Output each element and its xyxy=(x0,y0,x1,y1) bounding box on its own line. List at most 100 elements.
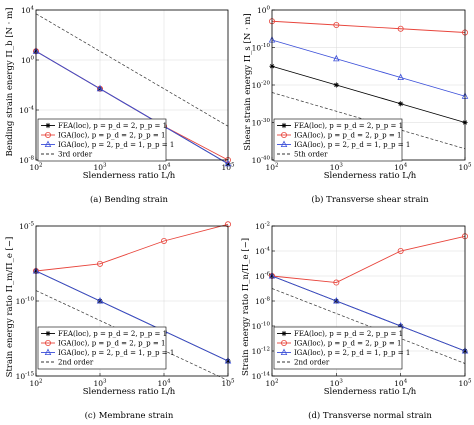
legend-marker xyxy=(44,348,52,356)
y-tick-label: 10-8 xyxy=(255,297,270,307)
y-tick-label: 10-14 xyxy=(252,372,271,382)
data-point-marker xyxy=(96,84,104,92)
x-tick-label: 104 xyxy=(394,163,408,173)
y-axis-label-normal: Strain energy ratio Π_n/Π_e [−] xyxy=(241,238,251,376)
y-tick-label: 10-10 xyxy=(16,297,35,307)
y-tick-label: 10-6 xyxy=(255,272,270,282)
series-line xyxy=(271,288,466,364)
y-axis-label-membrane: Strain energy ratio Π_m/Π_e [−] xyxy=(5,237,15,378)
y-tick-label: 10-30 xyxy=(252,118,271,128)
x-tick-label: 104 xyxy=(157,379,171,389)
y-tick-label: 10-8 xyxy=(19,156,34,166)
x-tick-label: 104 xyxy=(394,379,408,389)
data-point-marker xyxy=(333,21,340,28)
data-point-marker xyxy=(397,247,404,254)
caption-shear: (b) Transverse shear strain xyxy=(311,194,429,205)
x-axis-label-normal: Slenderness ratio L/h xyxy=(324,387,417,397)
data-point-marker xyxy=(333,279,340,286)
x-tick-label: 103 xyxy=(330,163,344,173)
series-line xyxy=(35,223,229,272)
legend: FEA(loc), p = p_d = 2, p_p = 1 IGA(loc), … xyxy=(37,118,174,162)
panel-membrane-strain: 102 103 104 105 10-15 10-10 10-5 FEA(loc), p = … xyxy=(5,221,235,421)
y-tick-label: 10-4 xyxy=(255,247,270,257)
x-tick-label: 102 xyxy=(29,163,42,173)
caption-normal: (d) Transverse normal strain xyxy=(308,410,432,421)
y-tick-label: 10-5 xyxy=(19,222,34,232)
x-axis-label-shear: Slenderness ratio L/h xyxy=(324,171,417,181)
marker-stroke xyxy=(281,123,287,128)
legend-marker xyxy=(280,339,287,346)
legend-marker xyxy=(45,122,51,129)
y-tick-label: 10-15 xyxy=(16,372,35,382)
x-tick-label: 104 xyxy=(157,163,171,173)
plot-area-shear: 102 103 104 105 10-40 10-30 10-20 10-10 100 FEA(l… xyxy=(252,6,472,173)
marker-stroke xyxy=(281,331,287,336)
legend-marker xyxy=(45,339,52,346)
legend-entry: FEA(loc), p = p_d = 2, p_p = 1 xyxy=(294,330,403,338)
series-line xyxy=(271,65,466,123)
legend-box xyxy=(273,326,403,370)
legend-entry: IGA(loc), p = p_d = 2, p_p = 1 xyxy=(294,340,401,348)
series-line xyxy=(271,235,466,284)
y-tick-label: 10-4 xyxy=(19,106,34,116)
legend: FEA(loc), p = p_d = 2, p_p = 1 IGA(loc), … xyxy=(37,326,174,370)
legend-entry: IGA(loc), p = 2, p_d = 1, p_p = 1 xyxy=(294,141,410,149)
legend-marker xyxy=(45,330,51,337)
data-point-marker xyxy=(224,159,232,167)
x-axis-label-bending: Slenderness ratio L/h xyxy=(83,171,176,181)
x-axis-label-membrane: Slenderness ratio L/h xyxy=(83,387,176,397)
legend-entry: IGA(loc), p = 2, p_d = 1, p_p = 1 xyxy=(58,349,174,357)
legend-entry: IGA(loc), p = p_d = 2, p_p = 1 xyxy=(58,132,165,140)
y-tick-label: 104 xyxy=(21,6,35,16)
legend: FEA(loc), p = p_d = 2, p_p = 1 IGA(loc), … xyxy=(273,326,410,370)
x-tick-label: 105 xyxy=(458,163,472,173)
legend-marker xyxy=(281,330,287,337)
legend-marker xyxy=(280,140,288,148)
x-tick-label: 105 xyxy=(458,379,472,389)
legend-entry: FEA(loc), p = p_d = 2, p_p = 1 xyxy=(58,122,167,130)
x-tick-label: 102 xyxy=(265,379,278,389)
data-point-marker xyxy=(398,101,404,107)
plot-frame xyxy=(271,225,466,377)
data-point-marker xyxy=(333,82,339,88)
y-tick-label: 10-10 xyxy=(252,322,271,332)
marker-stroke xyxy=(45,331,51,336)
caption-membrane: (c) Membrane strain xyxy=(85,410,174,421)
series-line xyxy=(271,275,466,352)
plot-area-normal: 102 103 104 105 10-14 10-12 10-10 10-8 10-6 10-4 1… xyxy=(252,222,472,389)
x-tick-label: 102 xyxy=(265,163,278,173)
legend-marker xyxy=(45,131,52,138)
x-tick-label: 102 xyxy=(29,379,42,389)
legend-marker xyxy=(44,140,52,148)
legend-box xyxy=(37,326,167,370)
x-tick-label: 105 xyxy=(221,379,235,389)
legend-box xyxy=(37,118,167,162)
data-point-marker xyxy=(97,260,104,267)
series-line xyxy=(271,39,466,97)
legend-marker xyxy=(280,131,287,138)
data-point-marker xyxy=(333,54,340,62)
x-tick-label: 103 xyxy=(330,379,344,389)
legend-entry: 5th order xyxy=(294,151,328,159)
y-tick-label: 100 xyxy=(257,6,271,16)
legend-entry: 2nd order xyxy=(58,359,94,367)
legend-marker xyxy=(281,122,287,129)
y-axis-label-bending: Bending strain energy Π_b [N · m] xyxy=(5,8,15,157)
legend-entry: FEA(loc), p = p_d = 2, p_p = 1 xyxy=(58,330,167,338)
legend-entry: 3rd order xyxy=(58,151,93,159)
series-line xyxy=(35,13,229,127)
data-point-marker xyxy=(160,237,167,244)
y-tick-label: 10-10 xyxy=(252,43,271,53)
series-line xyxy=(271,20,466,33)
data-point-marker xyxy=(397,25,404,32)
plot-frame xyxy=(35,225,229,377)
legend-marker xyxy=(280,348,288,356)
y-tick-label: 100 xyxy=(21,56,35,66)
y-tick-label: 10-20 xyxy=(252,81,271,91)
data-point-marker xyxy=(96,297,104,304)
caption-bending: (a) Bending strain xyxy=(90,194,169,205)
legend-entry: IGA(loc), p = p_d = 2, p_p = 1 xyxy=(294,132,401,140)
